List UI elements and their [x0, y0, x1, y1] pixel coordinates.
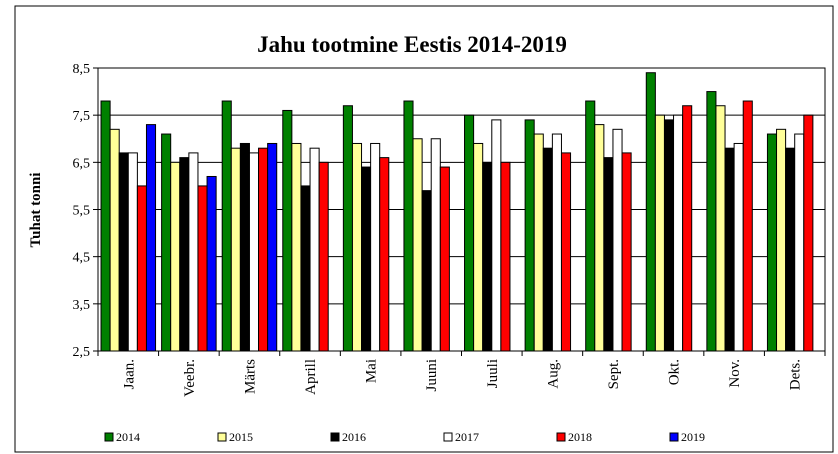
bar: [794, 133, 805, 352]
legend-label: 2019: [681, 430, 705, 444]
bar: [663, 119, 675, 352]
legend-label: 2018: [568, 430, 592, 444]
bar: [161, 133, 172, 352]
bar: [733, 142, 744, 352]
bar: [370, 142, 381, 352]
y-tick-label: 7,5: [73, 109, 91, 124]
x-tick-label: Juuni: [424, 359, 440, 392]
bar: [136, 185, 147, 352]
bar: [412, 138, 423, 352]
bar: [179, 157, 190, 352]
bar: [100, 100, 111, 352]
bar: [439, 166, 450, 352]
bar: [560, 152, 572, 352]
bar: [206, 175, 217, 352]
bar: [170, 161, 181, 352]
legend-label: 2014: [116, 430, 140, 444]
bar: [542, 147, 553, 352]
bar: [645, 72, 656, 352]
bar: [803, 114, 814, 352]
y-tick-label: 2,5: [73, 345, 91, 360]
plot-border: [97, 67, 826, 352]
bar: [361, 166, 372, 352]
x-tick-label: Okt.: [667, 359, 683, 385]
y-tick-label: 5,5: [73, 204, 91, 219]
bar: [109, 128, 120, 352]
legend-label: 2017: [455, 430, 479, 444]
legend-marker: [217, 432, 227, 442]
x-tick-label: Märts: [242, 359, 258, 394]
bar: [379, 157, 390, 352]
bar: [482, 161, 493, 352]
bar: [473, 142, 484, 352]
bar: [127, 152, 138, 352]
x-tick-label: Dets.: [788, 359, 804, 390]
bar: [230, 147, 241, 352]
bar: [403, 100, 414, 352]
x-tick-label: Veebr.: [182, 359, 198, 397]
bar: [258, 147, 269, 352]
bar: [594, 124, 605, 352]
legend-label: 2016: [342, 430, 366, 444]
bar: [197, 185, 208, 352]
bar: [603, 157, 614, 352]
bar: [491, 119, 502, 352]
bar: [654, 114, 665, 352]
bar: [309, 147, 320, 352]
bar: [524, 119, 535, 352]
bar: [464, 114, 475, 352]
bar: [742, 100, 753, 352]
bar: [239, 142, 250, 352]
bar: [248, 152, 260, 352]
legend-marker: [669, 432, 679, 442]
bar: [221, 100, 232, 352]
bar: [267, 142, 278, 352]
legend-marker: [330, 432, 340, 442]
bar: [188, 152, 199, 352]
bar: [724, 147, 735, 352]
bar: [430, 138, 441, 352]
chart-title: Jahu tootmine Eestis 2014-2019: [257, 32, 567, 57]
bar: [421, 190, 432, 352]
bar: [621, 152, 632, 352]
bar: [342, 105, 353, 352]
bar: [682, 105, 693, 352]
y-tick-label: 8,5: [73, 62, 91, 77]
x-tick-label: Mai: [364, 359, 380, 383]
bar: [291, 142, 302, 352]
x-tick-label: Aug.: [545, 359, 561, 389]
y-tick-label: 6,5: [73, 156, 91, 171]
legend-marker: [443, 432, 453, 442]
bar: [585, 100, 596, 352]
bar: [145, 124, 157, 352]
bar: [500, 161, 511, 352]
legend-label: 2015: [229, 430, 253, 444]
y-tick-label: 4,5: [73, 251, 91, 266]
bar: [118, 152, 129, 352]
bar: [533, 133, 544, 352]
bar: [706, 91, 717, 352]
bar: [673, 114, 684, 352]
bar: [715, 105, 726, 352]
bar: [551, 133, 562, 352]
bar: [351, 142, 363, 352]
bar: [766, 133, 778, 352]
x-tick-label: Nov.: [727, 359, 743, 388]
y-tick-label: 3,5: [73, 298, 91, 313]
legend-marker: [104, 432, 114, 442]
bar: [282, 109, 293, 352]
bar: [318, 161, 329, 352]
legend-marker: [556, 432, 566, 442]
x-tick-label: Jaan.: [121, 359, 137, 389]
bar: [612, 128, 623, 352]
x-tick-label: Juuli: [485, 359, 501, 388]
bar: [300, 185, 311, 352]
x-tick-label: Sept.: [606, 359, 622, 389]
y-axis-label: Tuhat tonni: [28, 173, 44, 248]
x-tick-label: Aprill: [303, 359, 319, 395]
bar: [785, 147, 796, 352]
bar: [776, 128, 787, 352]
